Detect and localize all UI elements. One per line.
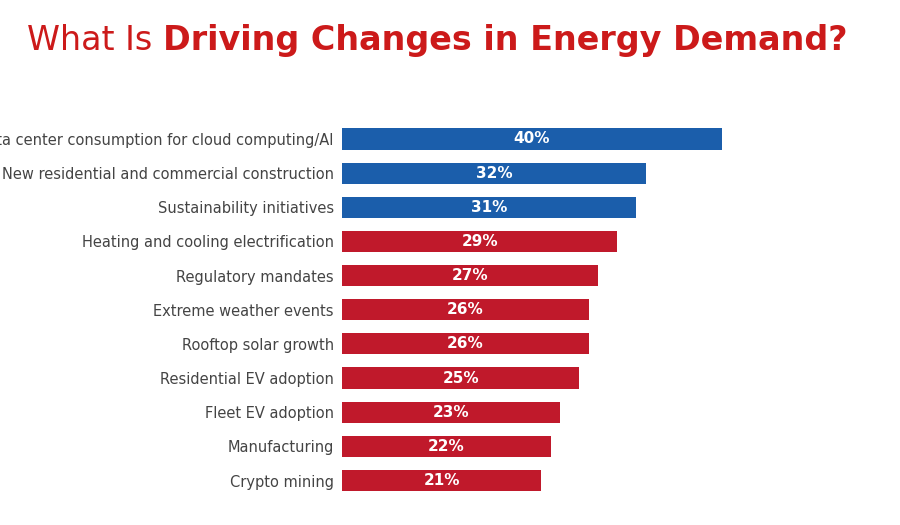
Bar (342, 402, 561, 423)
Bar (342, 368, 580, 388)
Bar (342, 470, 541, 491)
Bar (342, 299, 589, 320)
Bar (342, 436, 551, 457)
Text: What Is: What Is (27, 24, 163, 57)
Bar (342, 163, 645, 184)
Text: 29%: 29% (462, 234, 498, 249)
Text: 32%: 32% (475, 165, 512, 181)
Bar (342, 231, 617, 252)
Bar (342, 129, 722, 150)
Text: 25%: 25% (442, 371, 479, 385)
Bar (342, 333, 589, 354)
Text: 26%: 26% (447, 337, 484, 351)
Text: 31%: 31% (471, 200, 508, 215)
Text: 23%: 23% (433, 405, 470, 419)
Bar (342, 265, 598, 286)
Text: 22%: 22% (428, 439, 464, 454)
Text: 21%: 21% (423, 473, 460, 488)
Text: 40%: 40% (514, 131, 550, 146)
Text: 26%: 26% (447, 302, 484, 317)
Bar (342, 197, 636, 218)
Text: Driving Changes in Energy Demand?: Driving Changes in Energy Demand? (163, 24, 848, 57)
Text: 27%: 27% (452, 268, 489, 283)
